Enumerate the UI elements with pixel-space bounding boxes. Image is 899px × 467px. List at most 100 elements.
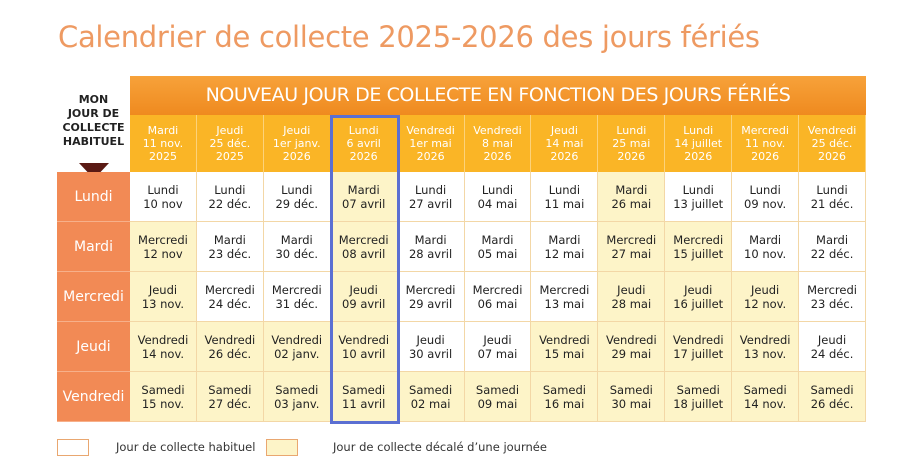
- cell-line: 11 mai: [544, 197, 585, 211]
- header-line: 14 juillet: [674, 137, 723, 150]
- legend-text: Jour de collecte habituel: [116, 440, 256, 454]
- cell-line: 28 avril: [408, 247, 453, 261]
- cell: Mercredi 29 avril: [397, 272, 465, 322]
- cell-line: Jeudi: [349, 283, 378, 297]
- cell-line: Mardi: [414, 233, 447, 247]
- header-line: Vendredi: [473, 124, 522, 137]
- cell: Vendredi 15 mai: [531, 322, 599, 372]
- cell: Jeudi 30 avril: [397, 322, 465, 372]
- cell-line: Samedi: [542, 383, 586, 397]
- cell: Vendredi 26 déc.: [196, 322, 264, 372]
- cell: Vendredi 29 mai: [598, 322, 666, 372]
- cell-line: Mercredi: [204, 283, 255, 297]
- cell-line: 31 déc.: [275, 297, 319, 311]
- cell: Vendredi 14 nov.: [130, 322, 197, 372]
- cell-line: Mardi: [280, 233, 313, 247]
- cell-line: 09 nov.: [744, 197, 787, 211]
- cell-line: 30 déc.: [275, 247, 319, 261]
- cell-line: 13 juillet: [673, 197, 724, 211]
- cell: Lundi 10 nov: [130, 172, 197, 222]
- cell-line: Samedi: [409, 383, 453, 397]
- cell-line: 23 déc.: [810, 297, 854, 311]
- cell-line: 15 nov.: [141, 397, 185, 411]
- cell-line: 18 juillet: [673, 397, 724, 411]
- cell: Mardi 22 déc.: [799, 222, 866, 272]
- cell: Mardi 05 mai: [464, 222, 532, 272]
- header-line: 2026: [550, 150, 579, 163]
- cell-line: 06 mai: [477, 297, 518, 311]
- cell: Mardi 26 mai: [598, 172, 666, 222]
- cell-line: Samedi: [810, 383, 854, 397]
- cell: Mercredi 13 mai: [531, 272, 599, 322]
- cell-line: Samedi: [141, 383, 185, 397]
- cell-line: Mardi: [548, 233, 581, 247]
- cell: Jeudi 09 avril: [330, 272, 398, 322]
- cell-line: Jeudi: [148, 283, 178, 297]
- cell: Jeudi 07 mai: [464, 322, 532, 372]
- cell-line: Vendredi: [739, 333, 791, 347]
- cell-line: Lundi: [414, 183, 447, 197]
- header-line: Lundi: [348, 124, 379, 137]
- cell: Lundi 22 déc.: [196, 172, 264, 222]
- cell: Mercredi 08 avril: [330, 222, 398, 272]
- cell: Mardi 30 déc.: [263, 222, 331, 272]
- cell-line: 10 avril: [342, 347, 386, 361]
- cell-line: 17 juillet: [673, 347, 724, 361]
- header-line: 2026: [416, 150, 445, 163]
- column-header: Lundi 14 juillet 2026: [665, 115, 733, 172]
- cell-line: Samedi: [475, 383, 520, 397]
- header-line: Lundi: [616, 124, 647, 137]
- cell-line: 12 nov.: [744, 297, 787, 311]
- corner-line: COLLECTE: [62, 121, 125, 134]
- cell-line: Mardi: [615, 183, 648, 197]
- header-line: 2026: [617, 150, 646, 163]
- cell-line: 16 mai: [544, 397, 585, 411]
- cell-line: Lundi: [147, 183, 179, 197]
- cell: Mercredi 23 déc.: [799, 272, 866, 322]
- cell: Jeudi 13 nov.: [130, 272, 197, 322]
- cell-line: 03 janv.: [274, 397, 320, 411]
- cell: Lundi 27 avril: [397, 172, 465, 222]
- cell-line: Samedi: [342, 383, 386, 397]
- cell-line: Mercredi: [138, 233, 188, 247]
- cell: Mardi 12 mai: [531, 222, 599, 272]
- cell-line: 27 avril: [408, 197, 453, 211]
- cell-line: Samedi: [743, 383, 787, 397]
- cell: Lundi 13 juillet: [665, 172, 733, 222]
- cell-line: Lundi: [548, 183, 581, 197]
- cell-line: 22 déc.: [810, 247, 854, 261]
- column-header: Jeudi 25 déc. 2025: [196, 115, 264, 172]
- cell-line: 08 avril: [342, 247, 386, 261]
- cell-line: 30 mai: [611, 397, 652, 411]
- cell-line: Mardi: [347, 183, 380, 197]
- title: Calendrier de collecte 2025-2026 des jou…: [58, 20, 760, 54]
- header-line: Jeudi: [283, 124, 311, 137]
- legend-swatch: [266, 439, 298, 456]
- column-header: Lundi 6 avril 2026: [330, 115, 398, 172]
- cell-line: Mercredi: [606, 233, 657, 247]
- cell-line: 30 avril: [408, 347, 453, 361]
- header-line: 25 déc.: [209, 137, 251, 150]
- cell-line: 04 mai: [477, 197, 518, 211]
- header-line: 1er mai: [409, 137, 452, 150]
- cell-line: Lundi: [214, 183, 246, 197]
- cell-line: 24 déc.: [810, 347, 854, 361]
- header-line: 25 mai: [612, 137, 651, 150]
- cell-line: 13 nov.: [141, 297, 185, 311]
- cell-line: Lundi: [749, 183, 781, 197]
- cell: Samedi 03 janv.: [263, 372, 331, 422]
- cell: Vendredi 10 avril: [330, 322, 398, 372]
- cell-line: Mardi: [481, 233, 514, 247]
- cell-line: 11 avril: [342, 397, 386, 411]
- cell-line: Mercredi: [405, 283, 456, 297]
- header-line: Vendredi: [807, 124, 857, 137]
- cell-line: 29 avril: [408, 297, 453, 311]
- cell-line: 15 juillet: [673, 247, 724, 261]
- cell: Samedi 14 nov.: [732, 372, 800, 422]
- cell-line: 07 avril: [342, 197, 386, 211]
- corner-line: MON: [78, 93, 109, 106]
- corner-label: MON JOUR DE COLLECTE HABITUEL: [57, 93, 130, 149]
- header-line: Jeudi: [216, 124, 244, 137]
- row-label: Lundi: [57, 172, 130, 222]
- cell-line: Vendredi: [539, 333, 590, 347]
